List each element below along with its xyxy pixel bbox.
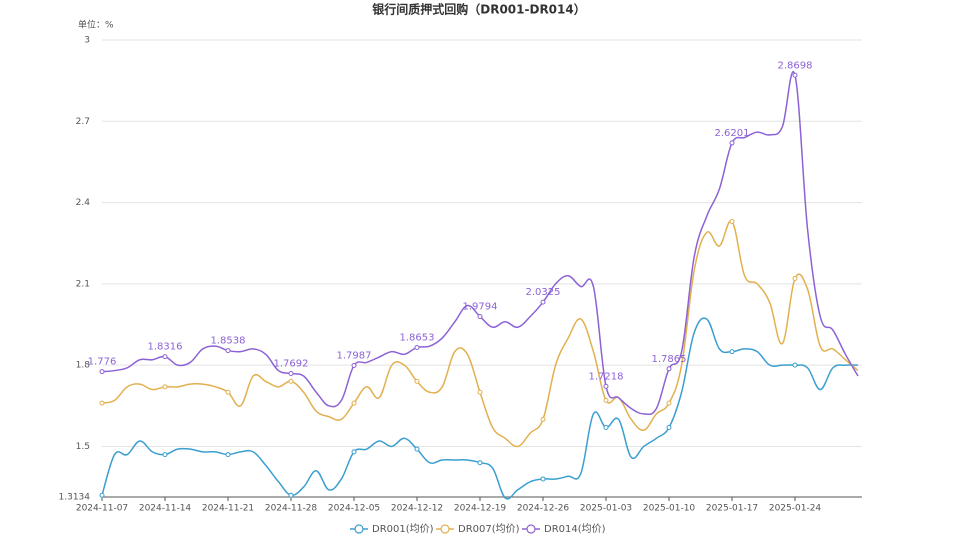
data-label: 1.7865 [652, 354, 687, 365]
x-tick-label: 2024-11-21 [202, 504, 254, 514]
legend-item: DR014(均价) [522, 523, 606, 535]
y-tick-label: 2.7 [76, 117, 90, 127]
legend-item: DR007(均价) [436, 523, 520, 535]
x-tick-label: 2025-01-17 [706, 504, 758, 514]
data-point [792, 362, 798, 368]
y-tick-label: 2.1 [76, 279, 90, 289]
legend-label: DR014(均价) [544, 523, 606, 535]
data-point [99, 492, 105, 498]
series-line [101, 71, 859, 416]
series-line [101, 220, 859, 448]
data-point [477, 314, 483, 320]
data-point [99, 400, 105, 406]
x-tick-label: 2024-12-26 [517, 504, 570, 514]
data-label: 1.7218 [589, 371, 624, 382]
y-tick-label: 3 [84, 36, 90, 46]
x-tick-label: 2024-12-12 [391, 504, 443, 514]
data-point [414, 446, 420, 452]
data-point [666, 400, 672, 406]
data-label: 2.8698 [778, 60, 813, 71]
data-point [477, 389, 483, 395]
y-tick-label: 2.4 [76, 198, 91, 208]
data-point [288, 370, 294, 376]
data-label: 2.0325 [526, 287, 561, 298]
data-point [225, 452, 231, 458]
x-tick-label: 2024-12-19 [454, 504, 507, 514]
data-point [414, 378, 420, 384]
data-point [225, 389, 231, 395]
data-point [729, 349, 735, 355]
data-label: 2.6201 [715, 128, 750, 139]
data-point [99, 369, 105, 375]
legend-label: DR007(均价) [458, 523, 520, 535]
x-tick-label: 2024-11-14 [139, 504, 192, 514]
data-point [603, 424, 609, 430]
data-label: 1.8653 [400, 332, 435, 343]
data-label: 1.776 [88, 357, 117, 368]
data-point [414, 344, 420, 350]
data-label: 1.8538 [211, 336, 246, 347]
data-point [540, 299, 546, 305]
data-point [729, 219, 735, 225]
legend-item: DR001(均价) [350, 523, 434, 535]
data-label: 1.9794 [463, 302, 498, 313]
data-point [603, 397, 609, 403]
data-label: 1.7987 [337, 351, 372, 362]
x-tick-label: 2024-11-28 [265, 504, 318, 514]
legend-marker [354, 524, 364, 534]
y-tick-label: 1.5 [76, 442, 90, 452]
legend-marker [526, 524, 536, 534]
legend-label: DR001(均价) [372, 523, 434, 535]
data-point [729, 140, 735, 146]
data-label: 1.7692 [274, 358, 309, 369]
y-unit: 单位：% [78, 19, 114, 31]
y-tick-label: 1.3134 [59, 493, 91, 503]
data-point [288, 492, 294, 498]
data-point [162, 452, 168, 458]
x-tick-label: 2025-01-24 [769, 504, 822, 514]
data-point [603, 383, 609, 389]
chart-title: 银行间质押式回购（DR001-DR014） [372, 2, 585, 17]
data-point [288, 378, 294, 384]
legend-marker [440, 524, 450, 534]
data-point [351, 363, 357, 369]
x-tick-label: 2025-01-03 [580, 504, 632, 514]
data-point [225, 348, 231, 354]
data-point [666, 424, 672, 430]
data-label: 1.8316 [148, 342, 183, 353]
data-point [351, 449, 357, 455]
data-point [792, 275, 798, 281]
x-tick-label: 2024-11-07 [76, 504, 128, 514]
x-tick-label: 2024-12-05 [328, 504, 380, 514]
data-point [477, 460, 483, 466]
data-point [792, 72, 798, 78]
data-point [540, 476, 546, 482]
data-point [162, 354, 168, 360]
data-point [666, 366, 672, 372]
x-tick-label: 2025-01-10 [643, 504, 696, 514]
data-point [351, 400, 357, 406]
y-tick-label: 1.8 [76, 361, 91, 371]
data-point [162, 384, 168, 390]
data-point [540, 416, 546, 422]
